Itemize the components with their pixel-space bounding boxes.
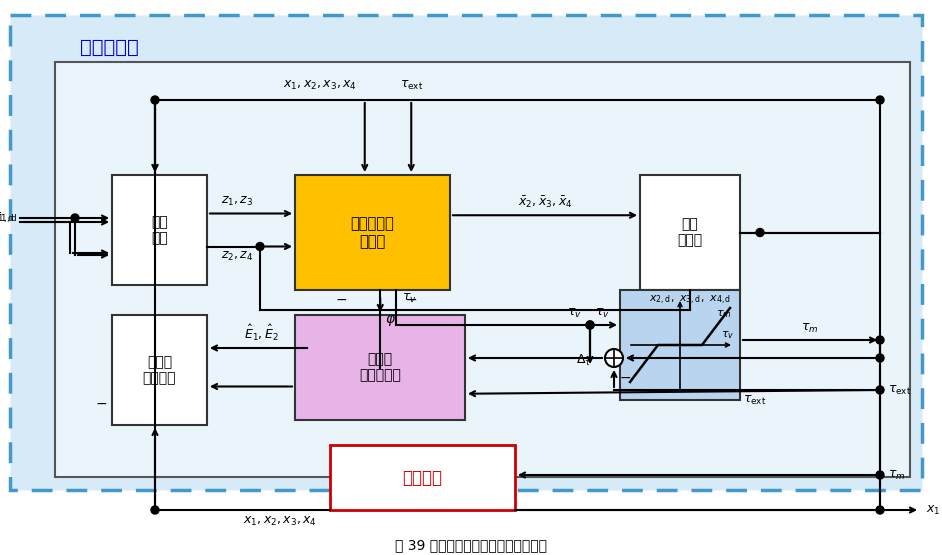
Circle shape bbox=[876, 506, 884, 514]
Text: $\tau_m$: $\tau_m$ bbox=[716, 308, 732, 320]
Bar bbox=[55, 62, 910, 477]
Circle shape bbox=[586, 321, 594, 329]
Text: 命令
滤波器: 命令 滤波器 bbox=[677, 218, 703, 248]
Circle shape bbox=[876, 471, 884, 479]
Text: $\tau_{\mathrm{ext}}$: $\tau_{\mathrm{ext}}$ bbox=[888, 384, 911, 397]
Bar bbox=[330, 445, 515, 510]
Circle shape bbox=[586, 321, 594, 329]
Text: $\tau_{\mathrm{ext}}$: $\tau_{\mathrm{ext}}$ bbox=[743, 394, 767, 407]
Text: 内部位置环: 内部位置环 bbox=[80, 38, 138, 57]
Circle shape bbox=[605, 349, 623, 367]
Text: $-$: $-$ bbox=[335, 292, 348, 306]
Text: 柔性关节: 柔性关节 bbox=[402, 468, 443, 487]
Circle shape bbox=[151, 96, 159, 104]
Text: 虚拟和实际
控制律: 虚拟和实际 控制律 bbox=[350, 216, 395, 249]
Text: 跟踪
误差: 跟踪 误差 bbox=[151, 215, 168, 245]
Text: $\Delta_\tau$: $\Delta_\tau$ bbox=[576, 352, 592, 367]
Text: $\tau_v$: $\tau_v$ bbox=[567, 307, 582, 320]
Circle shape bbox=[876, 96, 884, 104]
Circle shape bbox=[876, 354, 884, 362]
Text: 变增益
抗饱和系统: 变增益 抗饱和系统 bbox=[359, 352, 401, 382]
Bar bbox=[640, 175, 740, 290]
Circle shape bbox=[256, 243, 264, 250]
Circle shape bbox=[756, 229, 764, 236]
Text: $-$: $-$ bbox=[619, 370, 631, 384]
Text: $x_1$: $x_1$ bbox=[926, 503, 940, 517]
FancyBboxPatch shape bbox=[10, 15, 922, 490]
Text: $\tau_v$: $\tau_v$ bbox=[401, 292, 416, 305]
Text: $\tau_v$: $\tau_v$ bbox=[595, 307, 609, 320]
Bar bbox=[295, 175, 450, 290]
Text: 自适应
神经网络: 自适应 神经网络 bbox=[143, 355, 176, 385]
Circle shape bbox=[151, 506, 159, 514]
Text: $x_{1,\mathrm{d}}$: $x_{1,\mathrm{d}}$ bbox=[0, 211, 18, 225]
Bar bbox=[620, 290, 740, 400]
Text: $\tau_m$: $\tau_m$ bbox=[888, 468, 905, 482]
Text: 图 39 有限时间抗饱和反步位置控制器: 图 39 有限时间抗饱和反步位置控制器 bbox=[395, 538, 547, 552]
Text: $\varphi$: $\varphi$ bbox=[385, 312, 397, 327]
Text: $-$: $-$ bbox=[95, 396, 107, 410]
Text: $\tau_m$: $\tau_m$ bbox=[802, 322, 819, 335]
Text: $\tau_v$: $\tau_v$ bbox=[721, 329, 734, 341]
Text: $x_1, x_2, x_3, x_4$: $x_1, x_2, x_3, x_4$ bbox=[283, 79, 357, 92]
Text: $-$: $-$ bbox=[405, 292, 417, 306]
Text: $z_1, z_3$: $z_1, z_3$ bbox=[220, 195, 253, 209]
Text: $x_{1,\mathrm{d}}$: $x_{1,\mathrm{d}}$ bbox=[0, 211, 15, 225]
Bar bbox=[112, 175, 207, 285]
Text: $x_{2,\mathrm{d}},\ x_{3,\mathrm{d}},\ x_{4,\mathrm{d}}$: $x_{2,\mathrm{d}},\ x_{3,\mathrm{d}},\ x… bbox=[649, 294, 731, 307]
Circle shape bbox=[876, 336, 884, 344]
Text: $z_2, z_4$: $z_2, z_4$ bbox=[220, 250, 253, 263]
Text: $x_1, x_2, x_3, x_4$: $x_1, x_2, x_3, x_4$ bbox=[243, 515, 317, 528]
Bar bbox=[112, 315, 207, 425]
Circle shape bbox=[876, 386, 884, 394]
Text: $\bar{x}_2, \bar{x}_3, \bar{x}_4$: $\bar{x}_2, \bar{x}_3, \bar{x}_4$ bbox=[518, 195, 572, 210]
Bar bbox=[295, 315, 465, 420]
Text: $\hat{E}_1, \hat{E}_2$: $\hat{E}_1, \hat{E}_2$ bbox=[244, 323, 279, 343]
Text: $\tau_{\mathrm{ext}}$: $\tau_{\mathrm{ext}}$ bbox=[399, 79, 423, 92]
Circle shape bbox=[71, 214, 79, 222]
